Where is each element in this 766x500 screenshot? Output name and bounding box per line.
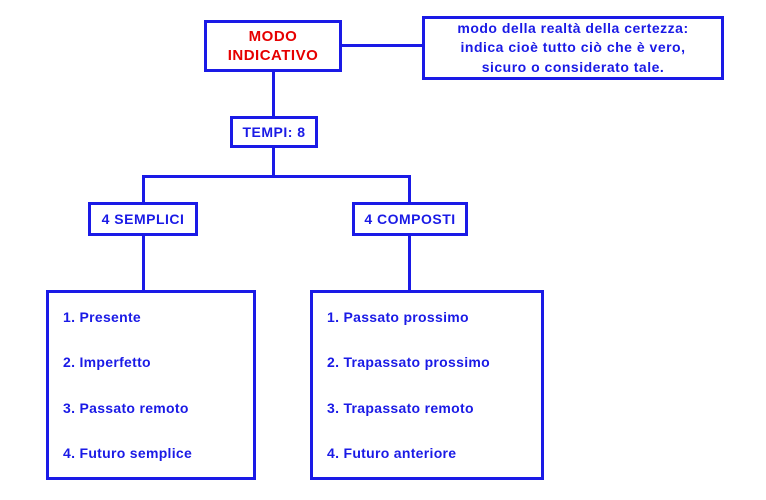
title-box: MODO INDICATIVO (204, 20, 342, 72)
branch-header-label: 4 COMPOSTI (364, 211, 455, 227)
list-item: 4. Futuro semplice (63, 445, 239, 461)
tempi-label: TEMPI: 8 (242, 124, 305, 140)
list-item: 4. Futuro anteriore (327, 445, 527, 461)
description-box: modo della realtà della certezza: indica… (422, 16, 724, 80)
list-item: 3. Trapassato remoto (327, 400, 527, 416)
list-item: 3. Passato remoto (63, 400, 239, 416)
list-item: 1. Presente (63, 309, 239, 325)
connector-line (408, 175, 411, 202)
title-line1: MODO (228, 27, 319, 47)
description-line2: indica cioè tutto ciò che è vero, (457, 38, 688, 58)
title-line2: INDICATIVO (228, 46, 319, 66)
branch-list-semplici: 1. Presente 2. Imperfetto 3. Passato rem… (46, 290, 256, 480)
branch-header-composti: 4 COMPOSTI (352, 202, 468, 236)
connector-line (272, 148, 275, 178)
tempi-box: TEMPI: 8 (230, 116, 318, 148)
connector-line (142, 175, 145, 202)
description-line3: sicuro o considerato tale. (457, 58, 688, 78)
connector-line (342, 44, 422, 47)
connector-line (142, 236, 145, 290)
branch-header-label: 4 SEMPLICI (102, 211, 185, 227)
list-item: 2. Imperfetto (63, 354, 239, 370)
connector-line (408, 236, 411, 290)
list-item: 1. Passato prossimo (327, 309, 527, 325)
branch-header-semplici: 4 SEMPLICI (88, 202, 198, 236)
connector-line (142, 175, 408, 178)
description-line1: modo della realtà della certezza: (457, 19, 688, 39)
branch-list-composti: 1. Passato prossimo 2. Trapassato prossi… (310, 290, 544, 480)
list-item: 2. Trapassato prossimo (327, 354, 527, 370)
connector-line (272, 72, 275, 116)
